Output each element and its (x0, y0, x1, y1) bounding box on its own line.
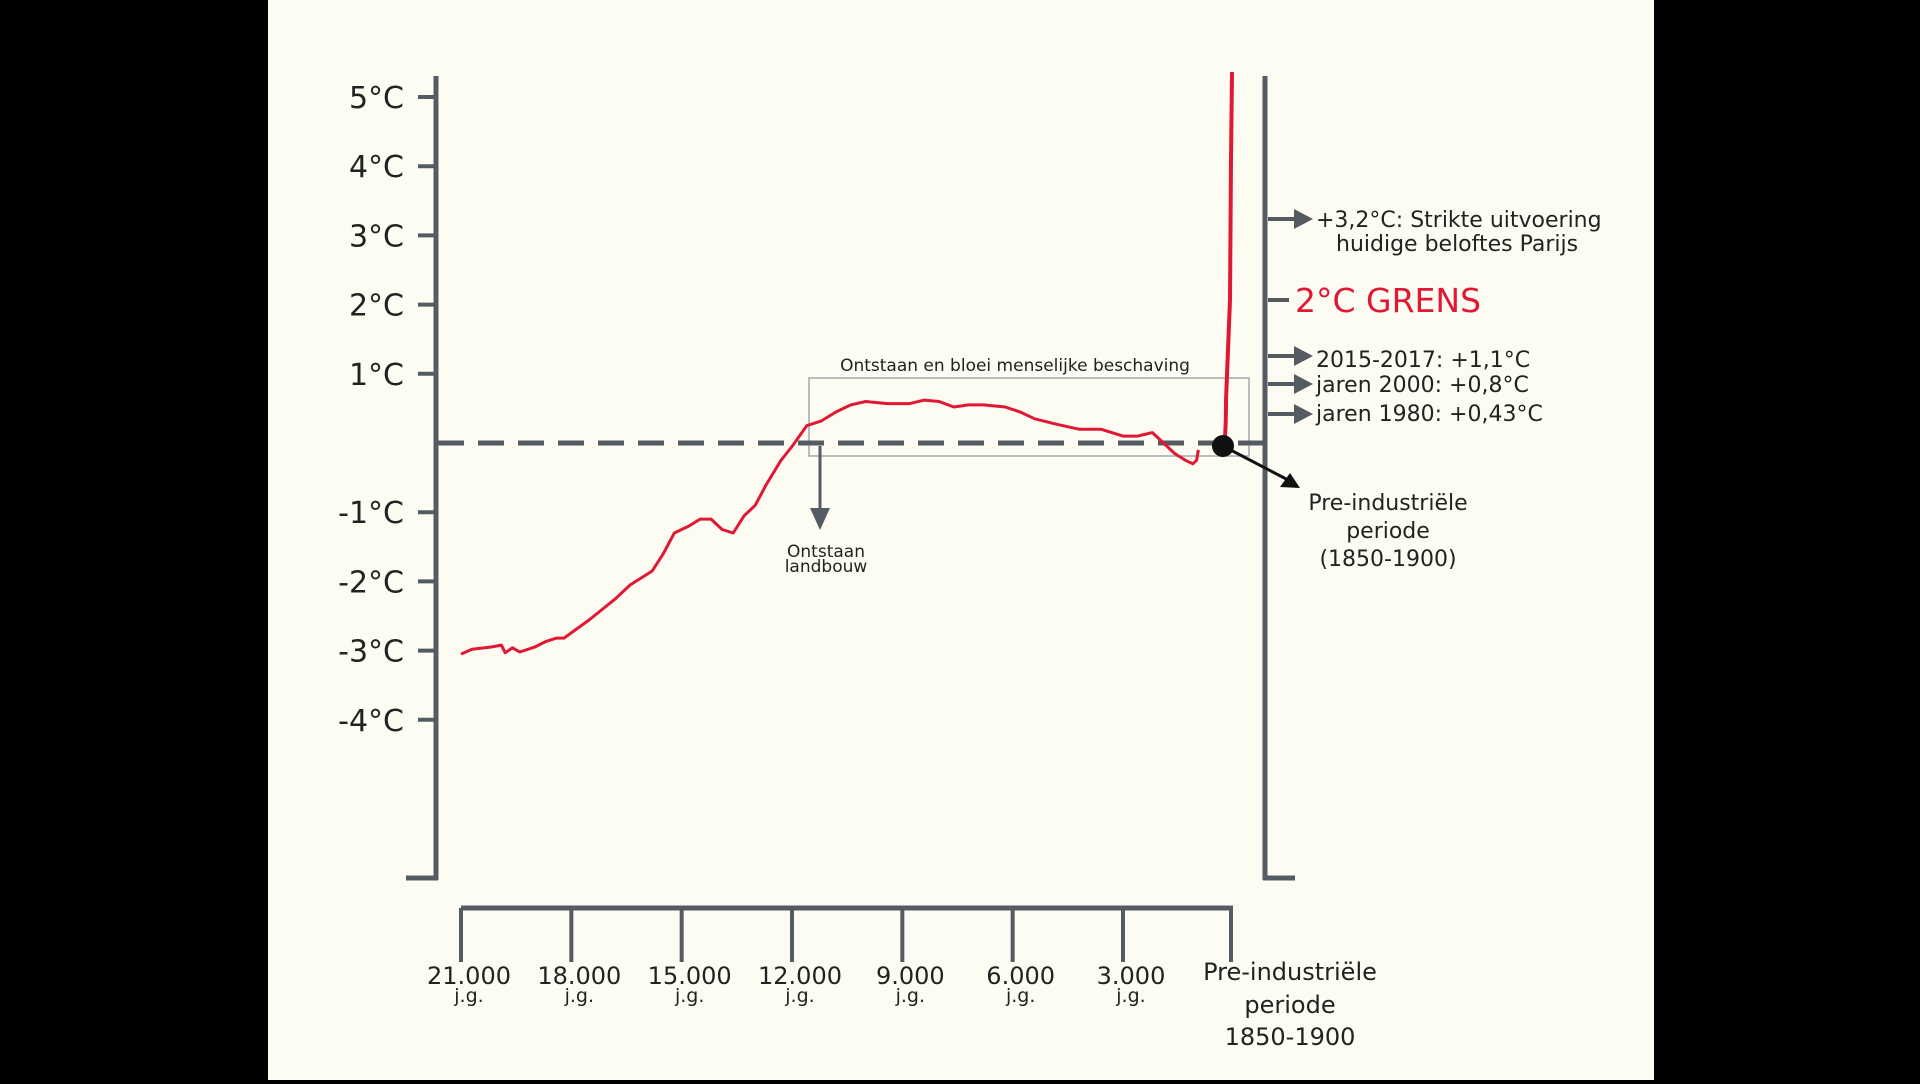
x-tick-label: 12.000 (758, 962, 842, 990)
series-temperature-line (460, 398, 1200, 656)
y-tick-label: 5°C (349, 81, 404, 116)
preindustrial-label-1: Pre-industriële (1308, 491, 1467, 516)
agriculture-arrow-head (810, 508, 830, 530)
x-tick-sublabel: j.g. (1005, 985, 1035, 1007)
x-tick-label: 9.000 (876, 962, 945, 990)
x-tick-sublabel: j.g. (674, 985, 704, 1007)
x-tick-sublabel: j.g. (895, 985, 925, 1007)
y1980-label: jaren 1980: +0,43°C (1315, 402, 1543, 427)
chart-panel: 5°C 4°C 3°C 2°C 1°C -1°C -2°C -3°C -4°C 21.000 j.… (268, 0, 1654, 1080)
y2015-label: 2015-2017: +1,1°C (1316, 348, 1530, 373)
x-tick-label: 6.000 (986, 962, 1055, 990)
y1980-annotation: jaren 1980: +0,43°C (1268, 402, 1543, 427)
agriculture-label-1: Ontstaan (787, 542, 865, 562)
y-tick-label: 3°C (349, 219, 404, 254)
y2000-annotation: jaren 2000: +0,8°C (1268, 373, 1529, 398)
projection-spike-line (1219, 71, 1234, 458)
civilization-box-label: Ontstaan en bloei menselijke beschaving (840, 356, 1190, 376)
preindustrial-label-3: (1850-1900) (1319, 547, 1456, 572)
paris-label-2: huidige beloftes Parijs (1336, 232, 1578, 257)
x-tick-label: 3.000 (1097, 962, 1166, 990)
temperature-chart: 5°C4°C3°C2°C1°C-1°C-2°C-3°C-4°C 21.000j.… (338, 71, 1602, 1051)
y-ticks: 5°C 4°C 3°C 2°C 1°C -1°C -2°C -3°C -4°C (338, 81, 438, 739)
preindustrial-arrow-line (1222, 444, 1291, 483)
limit-annotation: 2°C GRENS (1268, 281, 1481, 320)
x-ticks: 21.000j.g.18.000j.g.15.000j.g.12.000j.g.… (427, 908, 1233, 1007)
x-tick-sublabel: j.g. (564, 985, 594, 1007)
x-end-label-1: Pre-industriële (1203, 958, 1377, 986)
x-tick-label: 21.000 (427, 962, 511, 990)
y-tick-label: -2°C (338, 565, 404, 600)
y2015-annotation: 2015-2017: +1,1°C (1268, 346, 1530, 373)
paris-label-1: +3,2°C: Strikte uitvoering (1316, 208, 1602, 233)
y-tick-label: 2°C (349, 289, 404, 324)
y-tick-label: -1°C (338, 496, 404, 531)
limit-label: 2°C GRENS (1295, 281, 1481, 320)
preindustrial-arrow-head (1280, 473, 1300, 488)
preindustrial-label-2: periode (1346, 519, 1430, 544)
y-tick-label: -4°C (338, 704, 404, 739)
y-tick-label: -3°C (338, 635, 404, 670)
agriculture-label-2: landbouw (785, 557, 868, 577)
x-end-label-3: 1850-1900 (1225, 1023, 1356, 1051)
x-end-label-2: periode (1244, 991, 1335, 1019)
x-tick-sublabel: j.g. (784, 985, 814, 1007)
civilization-box (808, 377, 1250, 457)
x-tick-sublabel: j.g. (453, 985, 483, 1007)
y-tick-label: 1°C (349, 358, 404, 393)
y2000-label: jaren 2000: +0,8°C (1315, 373, 1529, 398)
y-tick-label: 4°C (349, 150, 404, 185)
x-tick-label: 15.000 (648, 962, 732, 990)
x-tick-sublabel: j.g. (1115, 985, 1145, 1007)
x-tick-label: 18.000 (537, 962, 621, 990)
paris-annotation: +3,2°C: Strikte uitvoering huidige belof… (1268, 208, 1602, 257)
